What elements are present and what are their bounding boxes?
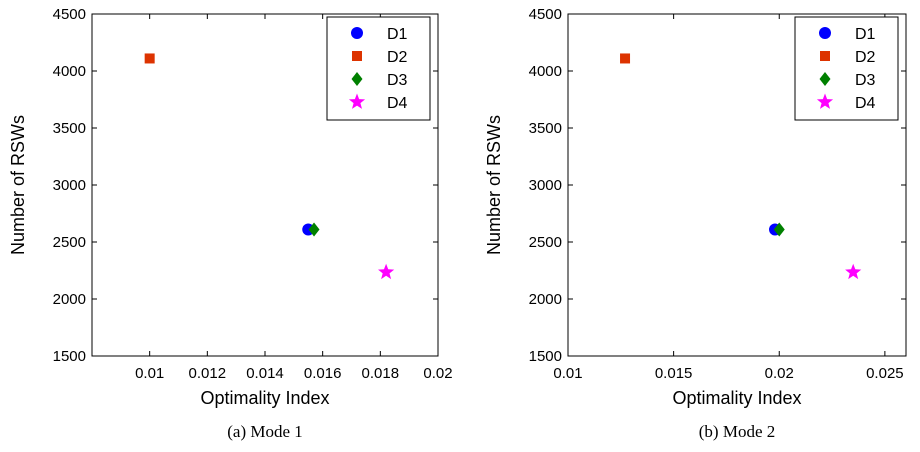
legend: D1 D2 D3 D4	[794, 16, 899, 121]
legend-label-d2: D2	[387, 49, 408, 66]
data-point-d4	[845, 263, 862, 280]
y-tick-label: 3000	[53, 177, 86, 194]
legend-label-d2: D2	[855, 49, 876, 66]
y-tick-label: 3500	[529, 120, 562, 137]
data-point-d3	[308, 222, 320, 237]
x-tick-label: 0.01	[553, 365, 582, 382]
y-axis-label: Number of RSWs	[484, 115, 504, 255]
panel-mode-2: 0.01 0.015 0.02 0.025 1500 2000 2500 3000 3500 40…	[484, 6, 907, 441]
legend-marker-d2	[352, 51, 362, 61]
legend-box	[794, 16, 899, 121]
x-axis-label: Optimality Index	[672, 388, 801, 408]
y-tick-label: 2500	[53, 234, 86, 251]
x-tick-label: 0.012	[189, 365, 227, 382]
y-tick-label: 1500	[529, 348, 562, 365]
legend-marker-d3	[819, 72, 831, 86]
legend-label-d4: D4	[855, 95, 876, 112]
y-tick-label: 2000	[53, 291, 86, 308]
data-point-d3	[773, 222, 785, 237]
legend-label-d3: D3	[855, 72, 876, 89]
y-tick-label: 2000	[529, 291, 562, 308]
legend-marker-d4	[348, 93, 366, 109]
y-axis-label: Number of RSWs	[8, 115, 28, 255]
data-point-d2	[620, 53, 631, 64]
panel-mode-1: 0.01 0.012 0.014 0.016 0.018 0.02 1500 2000 2500…	[8, 6, 453, 441]
legend-label-d1: D1	[855, 26, 876, 43]
x-tick-label: 0.016	[304, 365, 342, 382]
legend-label-d4: D4	[387, 95, 408, 112]
y-tick-label: 4000	[53, 63, 86, 80]
y-tick-label: 2500	[529, 234, 562, 251]
legend-label-d1: D1	[387, 26, 408, 43]
x-tick-label: 0.014	[246, 365, 284, 382]
legend-marker-d2	[820, 51, 830, 61]
x-tick-label: 0.02	[765, 365, 794, 382]
legend-marker-d3	[351, 72, 363, 86]
panel-caption: (b) Mode 2	[699, 422, 775, 441]
legend-label-d3: D3	[387, 72, 408, 89]
x-tick-label: 0.015	[655, 365, 693, 382]
x-tick-label: 0.025	[866, 365, 904, 382]
legend-box	[326, 16, 431, 121]
y-tick-label: 3000	[529, 177, 562, 194]
legend-marker-d4	[816, 93, 834, 109]
panel-caption: (a) Mode 1	[227, 422, 303, 441]
x-tick-label: 0.018	[362, 365, 400, 382]
x-axis-label: Optimality Index	[200, 388, 329, 408]
x-tick-label: 0.02	[423, 365, 452, 382]
legend-marker-d1	[819, 27, 831, 39]
data-point-d2	[144, 53, 155, 64]
data-point-d4	[378, 263, 395, 280]
y-tick-label: 4500	[53, 6, 86, 23]
legend-marker-d1	[351, 27, 363, 39]
x-tick-label: 0.01	[135, 365, 164, 382]
y-tick-label: 3500	[53, 120, 86, 137]
y-tick-label: 4500	[529, 6, 562, 23]
y-tick-label: 4000	[529, 63, 562, 80]
legend: D1 D2 D3 D4	[326, 16, 431, 121]
y-tick-label: 1500	[53, 348, 86, 365]
